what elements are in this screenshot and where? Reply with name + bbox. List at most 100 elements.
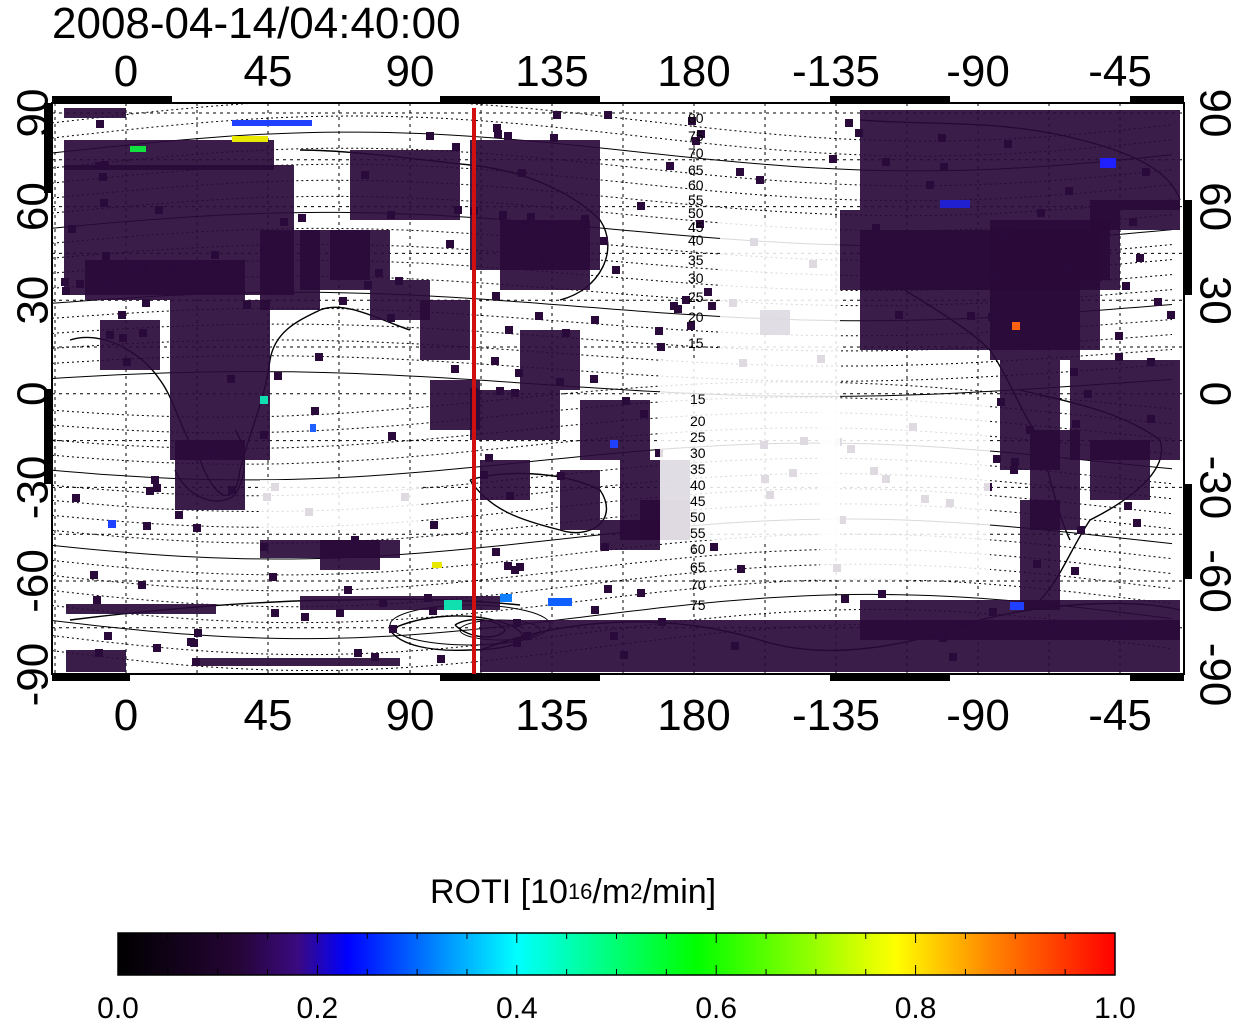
magnetic-latitude-contour bbox=[52, 259, 1173, 292]
roti-cell bbox=[99, 173, 107, 181]
roti-data-cells bbox=[61, 108, 1180, 672]
mlat-label: 70 bbox=[688, 145, 704, 161]
colorbar-tick-label: 0.8 bbox=[895, 992, 937, 1024]
magnetic-latitude-contour bbox=[52, 578, 1173, 624]
roti-cell bbox=[1147, 415, 1155, 423]
y-tick-label-right: -90 bbox=[1190, 643, 1239, 707]
mlat-label: 40 bbox=[690, 477, 706, 493]
y-axis-left-labels: 90 60 30 0 -30 -60 -90 bbox=[9, 89, 58, 707]
roti-cell bbox=[227, 375, 235, 383]
mlat-label: 55 bbox=[688, 192, 704, 208]
roti-cell bbox=[387, 211, 395, 219]
roti-cell bbox=[938, 134, 946, 142]
roti-cell bbox=[1037, 209, 1045, 217]
roti-cell bbox=[655, 327, 663, 335]
mlat-label: 35 bbox=[690, 461, 706, 477]
mlat-label: 50 bbox=[690, 509, 706, 525]
roti-cell bbox=[190, 639, 198, 647]
y-tick-label-left: 90 bbox=[9, 89, 58, 138]
roti-cell bbox=[104, 632, 112, 640]
roti-cell bbox=[151, 476, 159, 484]
roti-cell bbox=[513, 619, 521, 627]
frame-tick-bars bbox=[44, 96, 1192, 681]
mlat-label: 35 bbox=[688, 252, 704, 268]
timestamp-title: 2008-04-14/04:40:00 bbox=[52, 0, 461, 48]
roti-cell bbox=[692, 137, 700, 145]
roti-cell bbox=[581, 215, 589, 223]
y-tick-label-left: -90 bbox=[9, 643, 58, 707]
roti-cell bbox=[1136, 254, 1144, 262]
y-tick-label-left: 30 bbox=[9, 276, 58, 325]
roti-cell bbox=[1115, 332, 1123, 340]
x-tick-label-top: 45 bbox=[244, 47, 293, 96]
roti-cell bbox=[926, 181, 934, 189]
magnetic-latitude-contour bbox=[52, 243, 1173, 277]
roti-cell bbox=[600, 237, 608, 245]
roti-cell bbox=[209, 447, 217, 455]
roti-cell bbox=[515, 369, 523, 377]
roti-cell-cluster bbox=[600, 520, 660, 550]
roti-cell bbox=[496, 387, 504, 395]
mlat-label: 20 bbox=[690, 413, 706, 429]
roti-cell bbox=[682, 296, 690, 304]
roti-cell bbox=[102, 252, 110, 260]
roti-cell bbox=[104, 278, 112, 286]
colorbar bbox=[117, 932, 1116, 976]
roti-cell bbox=[557, 472, 565, 480]
roti-cell bbox=[1026, 426, 1034, 434]
roti-cell-cluster bbox=[470, 390, 560, 440]
roti-cell bbox=[228, 486, 236, 494]
roti-cell bbox=[670, 302, 678, 310]
roti-cell bbox=[604, 585, 612, 593]
roti-cell bbox=[562, 329, 570, 337]
roti-cell bbox=[550, 134, 558, 142]
roti-cell bbox=[260, 431, 268, 439]
mlat-label: 25 bbox=[690, 429, 706, 445]
x-tick-label-bottom: -90 bbox=[946, 691, 1010, 740]
roti-cell bbox=[704, 288, 712, 296]
roti-cell bbox=[949, 653, 957, 661]
roti-cell bbox=[1047, 621, 1055, 629]
x-tick-label-top: -135 bbox=[792, 47, 880, 96]
roti-cell bbox=[1115, 353, 1123, 361]
roti-cell bbox=[505, 326, 513, 334]
roti-cell bbox=[95, 649, 103, 657]
roti-cell bbox=[499, 211, 507, 219]
roti-cell bbox=[513, 639, 521, 647]
roti-cell bbox=[872, 224, 880, 232]
roti-cell bbox=[590, 375, 598, 383]
x-tick-label-bottom: 135 bbox=[515, 691, 588, 740]
roti-cell bbox=[988, 313, 996, 321]
roti-cell bbox=[841, 595, 849, 603]
mlat-label: 50 bbox=[688, 205, 704, 221]
roti-cell bbox=[379, 599, 387, 607]
roti-cell bbox=[521, 222, 529, 230]
y-tick-label-left: 0 bbox=[9, 382, 58, 406]
roti-cell-cluster bbox=[66, 650, 126, 672]
x-tick-label-top: -90 bbox=[946, 47, 1010, 96]
roti-cell bbox=[1065, 263, 1073, 271]
roti-cell bbox=[999, 229, 1007, 237]
roti-cell bbox=[610, 632, 618, 640]
roti-cell-cluster bbox=[860, 110, 1180, 210]
x-tick-label-bottom: -135 bbox=[792, 691, 880, 740]
roti-cell bbox=[1011, 458, 1019, 466]
roti-cell bbox=[540, 254, 548, 262]
no-data-region bbox=[260, 480, 420, 530]
roti-cell bbox=[696, 220, 704, 228]
colorbar-title-suffix: /min] bbox=[642, 873, 717, 911]
roti-cell bbox=[731, 642, 739, 650]
roti-cell bbox=[143, 522, 151, 530]
roti-cell bbox=[640, 410, 648, 418]
roti-cell bbox=[351, 536, 359, 544]
no-data-region bbox=[660, 360, 840, 540]
roti-cell bbox=[387, 314, 395, 322]
roti-cell bbox=[76, 280, 84, 288]
roti-cell bbox=[710, 543, 718, 551]
roti-cell bbox=[311, 278, 319, 286]
magnetic-latitude-contour bbox=[52, 275, 1173, 307]
mlat-label: 60 bbox=[690, 541, 706, 557]
roti-cell bbox=[375, 269, 383, 277]
roti-cell bbox=[553, 111, 561, 119]
